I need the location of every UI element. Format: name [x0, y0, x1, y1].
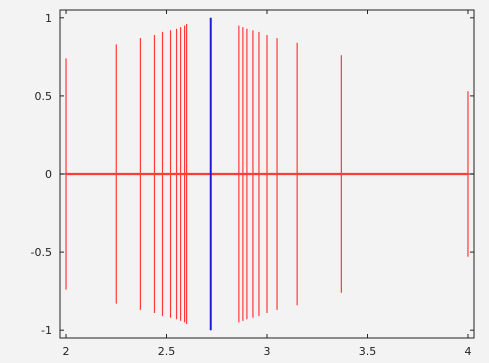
y-tick-label: 0: [45, 168, 52, 181]
y-tick-label: 1: [45, 12, 52, 25]
series-layer: [65, 17, 469, 331]
x-tick-label: 3: [264, 345, 271, 358]
y-tick-label: -1: [41, 324, 52, 337]
y-tick-label: -0.5: [31, 246, 52, 259]
x-tick-label: 2.5: [158, 345, 176, 358]
y-tick-label: 0.5: [35, 90, 53, 103]
tick-layer: 2 2.5 3 3.5 4 1 0.5 0 -0.5 -1: [31, 10, 474, 358]
x-tick-label: 3.5: [359, 345, 377, 358]
x-tick-label: 2: [63, 345, 70, 358]
x-tick-label: 4: [464, 345, 471, 358]
